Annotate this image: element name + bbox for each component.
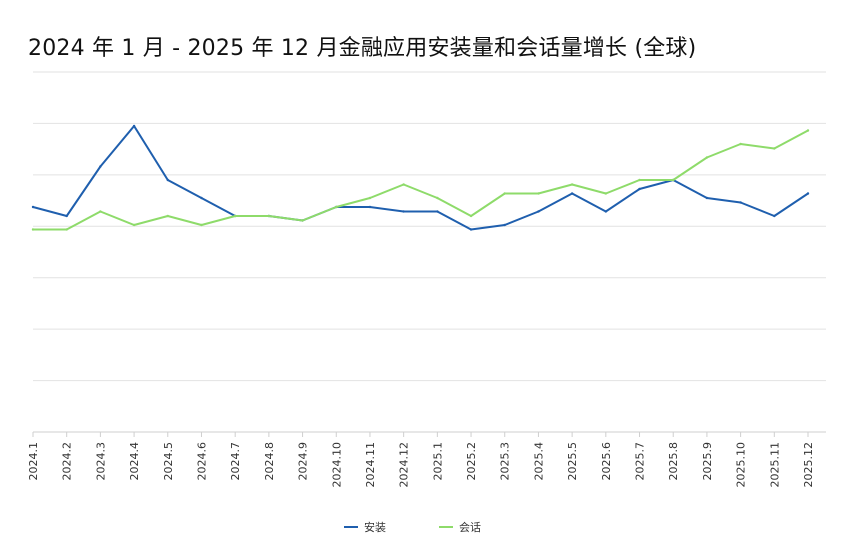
x-tick-label: 2024.7 [229, 442, 242, 481]
data-point [806, 192, 810, 195]
data-point [739, 142, 742, 146]
data-point [469, 214, 473, 218]
data-point [773, 147, 776, 150]
x-tick-label: 2025.9 [701, 442, 714, 481]
data-point [368, 196, 372, 200]
data-point [132, 223, 136, 227]
data-point [200, 196, 203, 200]
x-tick-label: 2024.9 [297, 442, 310, 481]
data-point [705, 156, 709, 159]
data-point [739, 201, 742, 204]
x-tick-label: 2024.11 [364, 442, 377, 488]
data-point [368, 205, 372, 209]
data-point [503, 192, 506, 195]
data-point [604, 210, 608, 213]
data-point [267, 214, 271, 218]
x-tick-label: 2025.5 [566, 442, 579, 481]
x-tick-label: 2025.12 [802, 442, 815, 488]
series-line-2 [32, 129, 809, 231]
data-point [99, 210, 102, 213]
data-point [705, 196, 709, 200]
data-point [537, 210, 540, 213]
x-tick-label: 2025.6 [600, 442, 613, 481]
data-point [638, 187, 641, 191]
data-point [672, 178, 675, 182]
data-point [537, 192, 540, 195]
data-point [233, 214, 237, 218]
data-point [402, 210, 405, 213]
data-point [301, 219, 304, 222]
series-line-1 [32, 125, 809, 231]
x-tick-label: 2025.10 [735, 442, 748, 488]
data-point [436, 210, 439, 213]
x-tick-label: 2025.2 [465, 442, 478, 481]
data-point [469, 228, 473, 231]
x-tick-label: 2025.8 [667, 442, 680, 481]
data-point [65, 214, 68, 218]
data-point [503, 223, 506, 227]
x-tick-label: 2025.4 [532, 442, 545, 481]
data-point [436, 196, 439, 200]
x-tick-label: 2024.8 [263, 442, 276, 481]
x-tick-label: 2025.7 [634, 442, 647, 481]
data-point [773, 214, 776, 218]
legend-label: 安装 [364, 520, 386, 534]
data-point [166, 214, 169, 218]
x-tick-label: 2024.10 [330, 442, 343, 488]
data-point [402, 183, 405, 186]
data-point [65, 228, 68, 231]
legend-label: 会话 [459, 521, 481, 534]
data-point [166, 178, 169, 182]
x-tick-label: 2025.11 [768, 442, 781, 488]
data-point [570, 192, 574, 195]
x-tick-label: 2025.1 [431, 442, 444, 481]
data-point [570, 183, 574, 186]
data-point [99, 165, 102, 168]
chart-title: 2024 年 1 月 - 2025 年 12 月金融应用安装量和会话量增长 (全… [28, 36, 697, 61]
x-tick-label: 2024.5 [162, 442, 175, 481]
x-tick-label: 2024.12 [398, 442, 411, 488]
data-point [806, 129, 810, 132]
x-tick-label: 2024.2 [61, 442, 74, 481]
x-tick-label: 2025.3 [499, 442, 512, 481]
data-point [638, 178, 641, 182]
x-tick-label: 2024.1 [27, 442, 40, 481]
x-tick-label: 2024.3 [94, 442, 107, 481]
data-point [132, 124, 136, 128]
x-tick-label: 2024.6 [195, 442, 208, 481]
data-point [31, 228, 35, 231]
data-point [200, 223, 203, 227]
data-point [604, 192, 608, 195]
data-point [31, 205, 35, 209]
x-tick-label: 2024.4 [128, 442, 141, 481]
data-point [335, 205, 338, 209]
